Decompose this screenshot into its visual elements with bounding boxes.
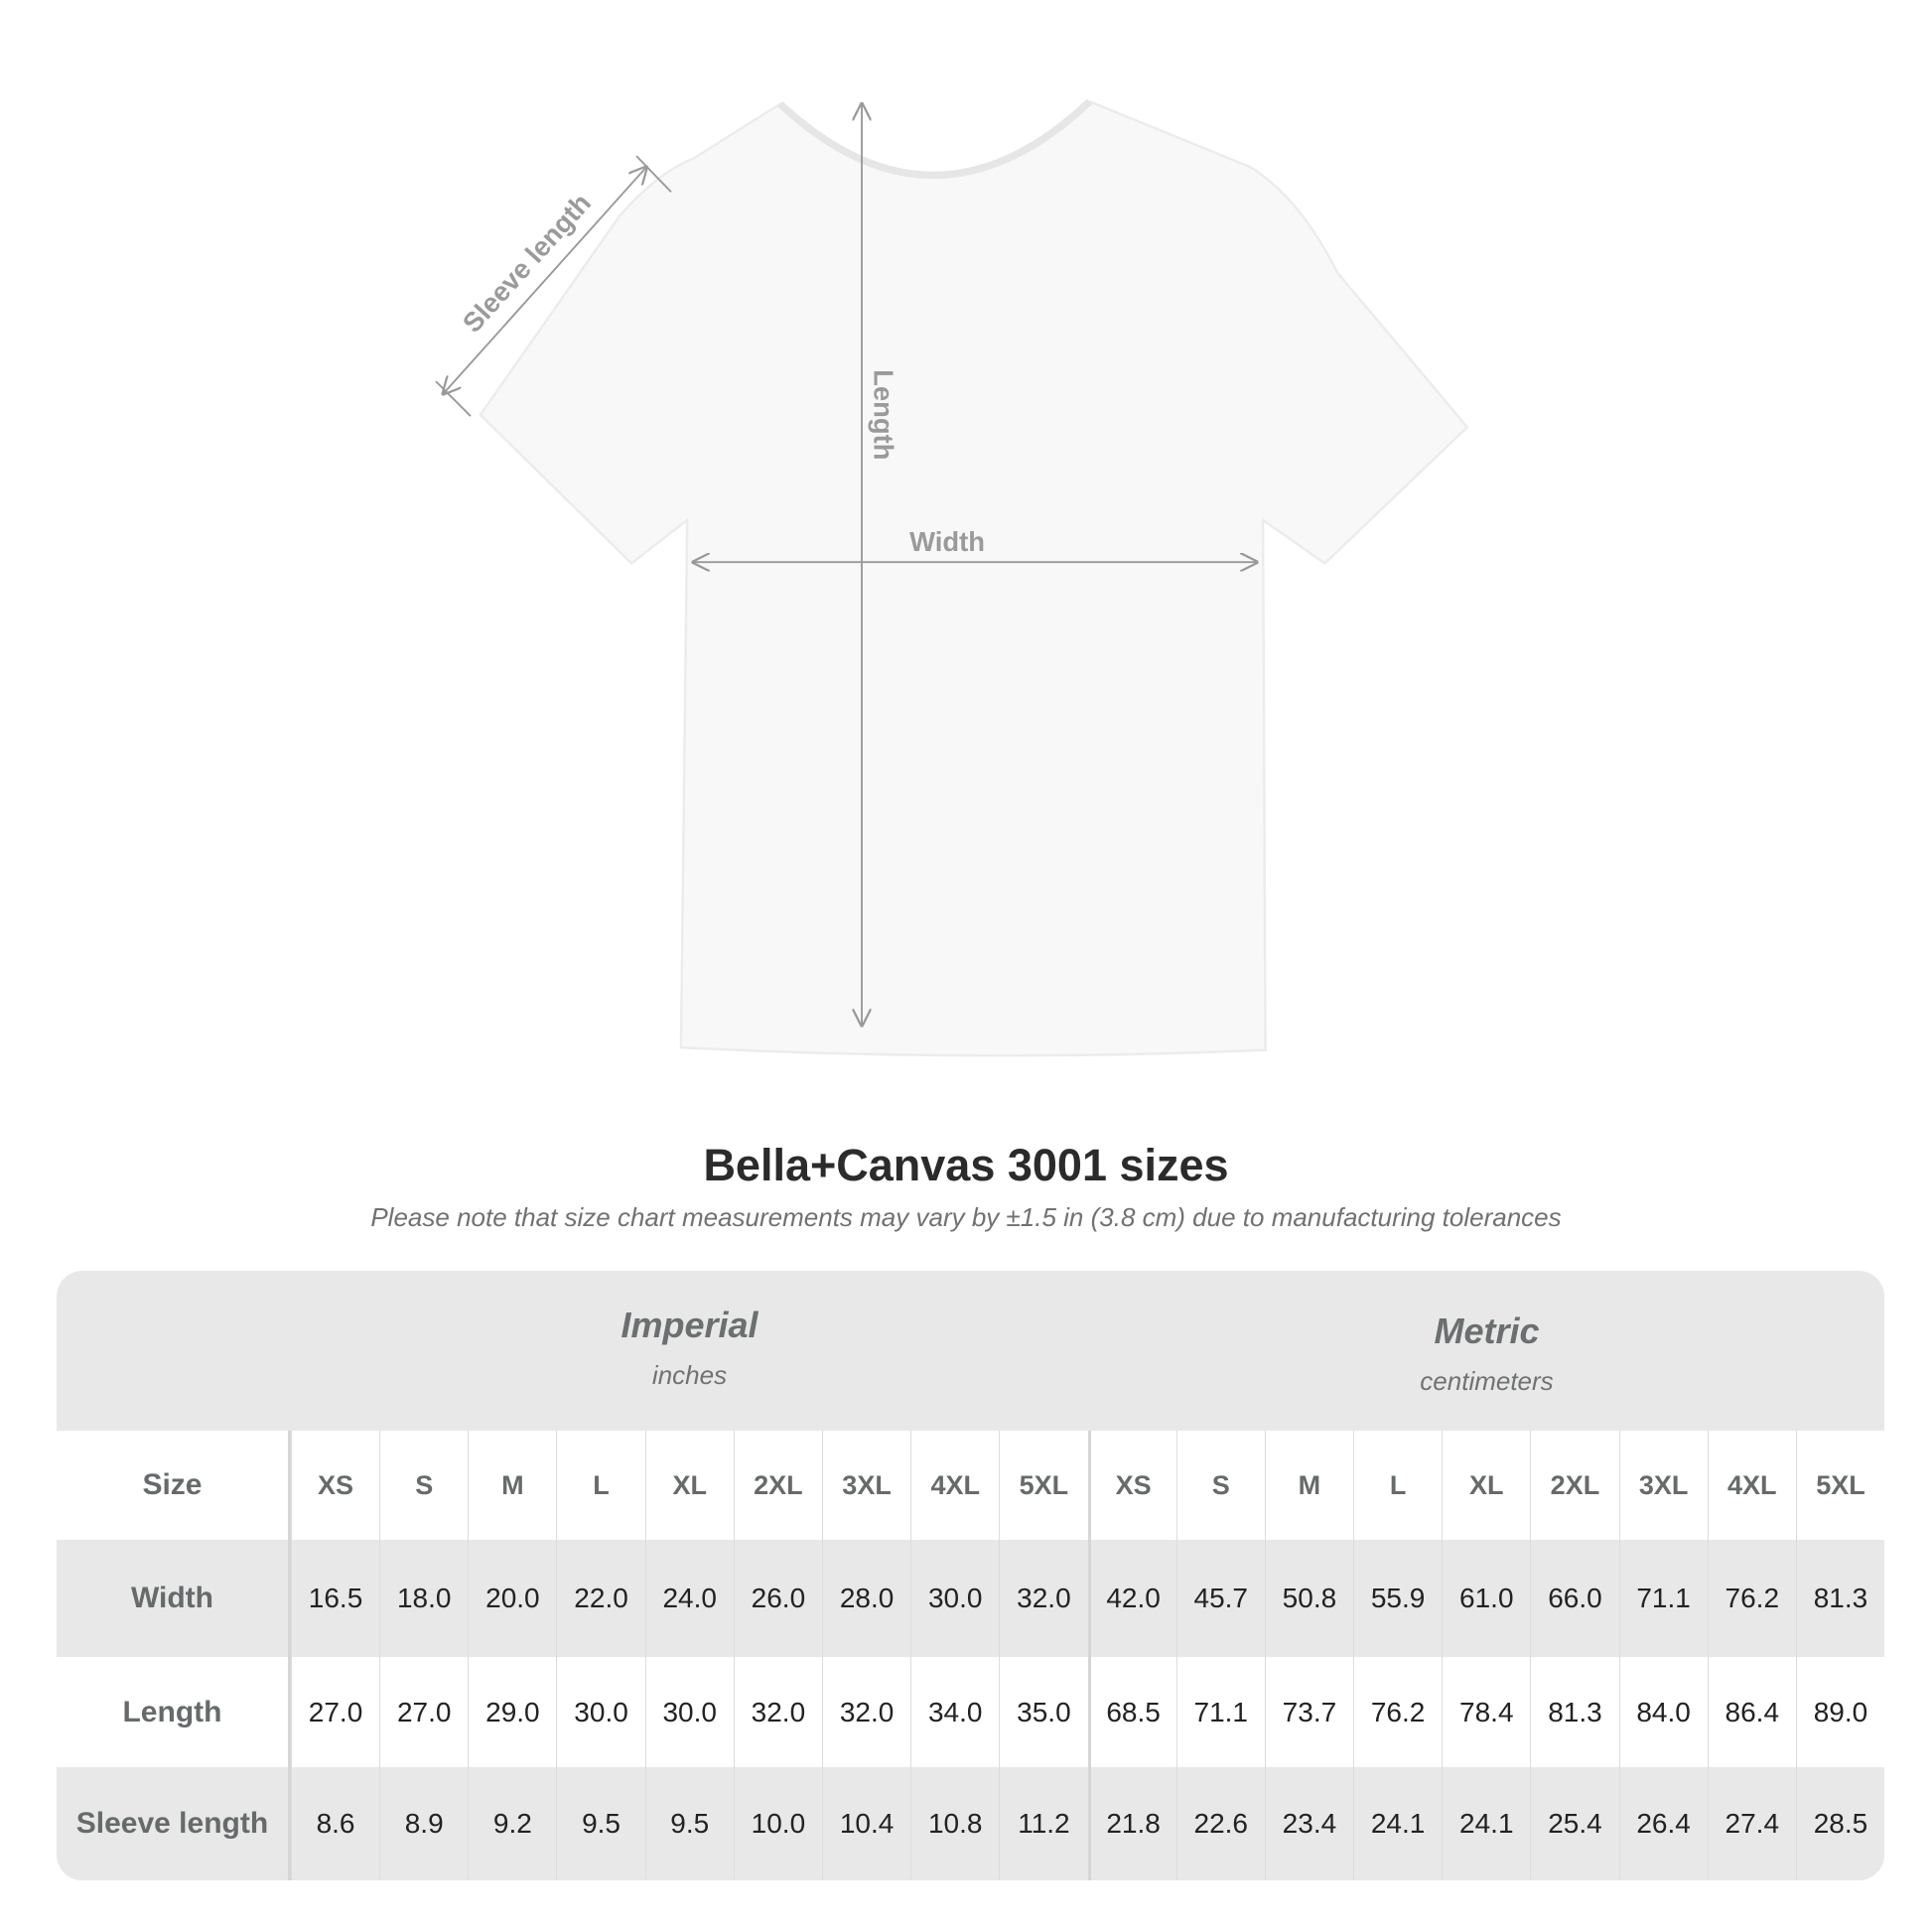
value-cell-metric: 42.0 <box>1087 1540 1176 1657</box>
row-label: Sleeve length <box>57 1767 291 1880</box>
value-cell-metric: 81.3 <box>1795 1540 1884 1657</box>
size-header-imperial: 2XL <box>733 1431 822 1540</box>
metric-header: Metric centimeters <box>1420 1311 1554 1396</box>
value-cell-metric: 22.6 <box>1175 1767 1265 1880</box>
size-header-imperial: XS <box>290 1431 379 1540</box>
width-label: Width <box>909 526 985 557</box>
value-cell-imperial: 29.0 <box>468 1657 556 1767</box>
value-cell-imperial: 22.0 <box>556 1540 644 1657</box>
sleeve-length-row: Sleeve length 8.6 8.9 9.2 9.5 9.5 10.0 10.4 10.8… <box>57 1767 1884 1880</box>
size-header-metric: M <box>1264 1431 1353 1540</box>
value-cell-imperial: 32.0 <box>821 1657 910 1767</box>
size-table: Imperial inches Metric centimeters Size X… <box>57 1271 1884 1880</box>
value-cell-imperial: 27.0 <box>379 1657 468 1767</box>
size-header-imperial: L <box>556 1431 644 1540</box>
value-cell-metric: 26.4 <box>1618 1767 1708 1880</box>
value-cell-imperial: 30.0 <box>644 1657 734 1767</box>
size-header-metric: 2XL <box>1530 1431 1618 1540</box>
value-cell-imperial: 16.5 <box>290 1540 379 1657</box>
size-header-metric: L <box>1353 1431 1442 1540</box>
value-cell-imperial: 10.8 <box>910 1767 999 1880</box>
size-header-metric: S <box>1175 1431 1265 1540</box>
value-cell-metric: 68.5 <box>1087 1657 1176 1767</box>
value-cell-metric: 76.2 <box>1707 1540 1796 1657</box>
value-cell-imperial: 24.0 <box>644 1540 734 1657</box>
value-cell-metric: 50.8 <box>1264 1540 1353 1657</box>
value-cell-imperial: 18.0 <box>379 1540 468 1657</box>
value-cell-metric: 71.1 <box>1618 1540 1708 1657</box>
value-cell-imperial: 32.0 <box>733 1657 822 1767</box>
sleeve-arrow <box>443 167 646 393</box>
size-header-imperial: S <box>379 1431 468 1540</box>
size-header-metric: 3XL <box>1618 1431 1708 1540</box>
value-cell-imperial: 28.0 <box>821 1540 910 1657</box>
value-cell-metric: 81.3 <box>1530 1657 1618 1767</box>
value-cell-metric: 84.0 <box>1618 1657 1708 1767</box>
size-label: Size <box>57 1431 291 1540</box>
value-cell-metric: 61.0 <box>1442 1540 1530 1657</box>
value-cell-metric: 24.1 <box>1442 1767 1530 1880</box>
size-header-metric: 5XL <box>1795 1431 1884 1540</box>
value-cell-metric: 66.0 <box>1530 1540 1618 1657</box>
tshirt-shape <box>479 99 1469 1057</box>
size-header-metric: XL <box>1442 1431 1530 1540</box>
row-label: Length <box>57 1657 291 1767</box>
size-header-metric: 4XL <box>1707 1431 1796 1540</box>
value-cell-imperial: 34.0 <box>910 1657 999 1767</box>
value-cell-metric: 23.4 <box>1264 1767 1353 1880</box>
length-row: Length 27.0 27.0 29.0 30.0 30.0 32.0 32.0 34.0 35… <box>57 1657 1884 1767</box>
value-cell-imperial: 20.0 <box>468 1540 556 1657</box>
page-title: Bella+Canvas 3001 sizes <box>703 1140 1229 1190</box>
value-cell-metric: 25.4 <box>1530 1767 1618 1880</box>
value-cell-metric: 28.5 <box>1795 1767 1884 1880</box>
size-header-imperial: 5XL <box>999 1431 1087 1540</box>
value-cell-imperial: 11.2 <box>999 1767 1087 1880</box>
width-row: Width 16.5 18.0 20.0 22.0 24.0 26.0 28.0 30.0 32.… <box>57 1540 1884 1657</box>
tshirt-diagram: Sleeve length Length Width <box>435 98 1469 1057</box>
value-cell-imperial: 26.0 <box>733 1540 822 1657</box>
value-cell-metric: 55.9 <box>1353 1540 1442 1657</box>
value-cell-imperial: 27.0 <box>290 1657 379 1767</box>
size-header-imperial: M <box>468 1431 556 1540</box>
value-cell-imperial: 30.0 <box>556 1657 644 1767</box>
value-cell-metric: 78.4 <box>1442 1657 1530 1767</box>
value-cell-imperial: 8.9 <box>379 1767 468 1880</box>
value-cell-imperial: 32.0 <box>999 1540 1087 1657</box>
value-cell-imperial: 8.6 <box>290 1767 379 1880</box>
tolerance-note: Please note that size chart measurements… <box>370 1202 1562 1232</box>
value-cell-imperial: 9.2 <box>468 1767 556 1880</box>
value-cell-imperial: 35.0 <box>999 1657 1087 1767</box>
value-cell-metric: 45.7 <box>1175 1540 1265 1657</box>
value-cell-imperial: 9.5 <box>556 1767 644 1880</box>
value-cell-metric: 76.2 <box>1353 1657 1442 1767</box>
size-header-imperial: 4XL <box>910 1431 999 1540</box>
size-header-metric: XS <box>1087 1431 1176 1540</box>
imperial-header: Imperial inches <box>621 1305 759 1390</box>
value-cell-imperial: 10.4 <box>821 1767 910 1880</box>
value-cell-metric: 73.7 <box>1264 1657 1353 1767</box>
value-cell-metric: 27.4 <box>1707 1767 1796 1880</box>
value-cell-metric: 24.1 <box>1353 1767 1442 1880</box>
size-row: Size XS S M L XL 2XL 3XL 4XL 5XL XS S M L XL 2XL 3XL 4XL 5… <box>57 1431 1884 1540</box>
length-label: Length <box>868 369 898 460</box>
value-cell-metric: 21.8 <box>1087 1767 1176 1880</box>
row-label: Width <box>57 1540 291 1657</box>
value-cell-metric: 71.1 <box>1175 1657 1265 1767</box>
value-cell-metric: 89.0 <box>1795 1657 1884 1767</box>
value-cell-imperial: 10.0 <box>733 1767 822 1880</box>
size-header-imperial: XL <box>644 1431 734 1540</box>
value-cell-imperial: 30.0 <box>910 1540 999 1657</box>
value-cell-metric: 86.4 <box>1707 1657 1796 1767</box>
value-cell-imperial: 9.5 <box>644 1767 734 1880</box>
size-header-imperial: 3XL <box>821 1431 910 1540</box>
